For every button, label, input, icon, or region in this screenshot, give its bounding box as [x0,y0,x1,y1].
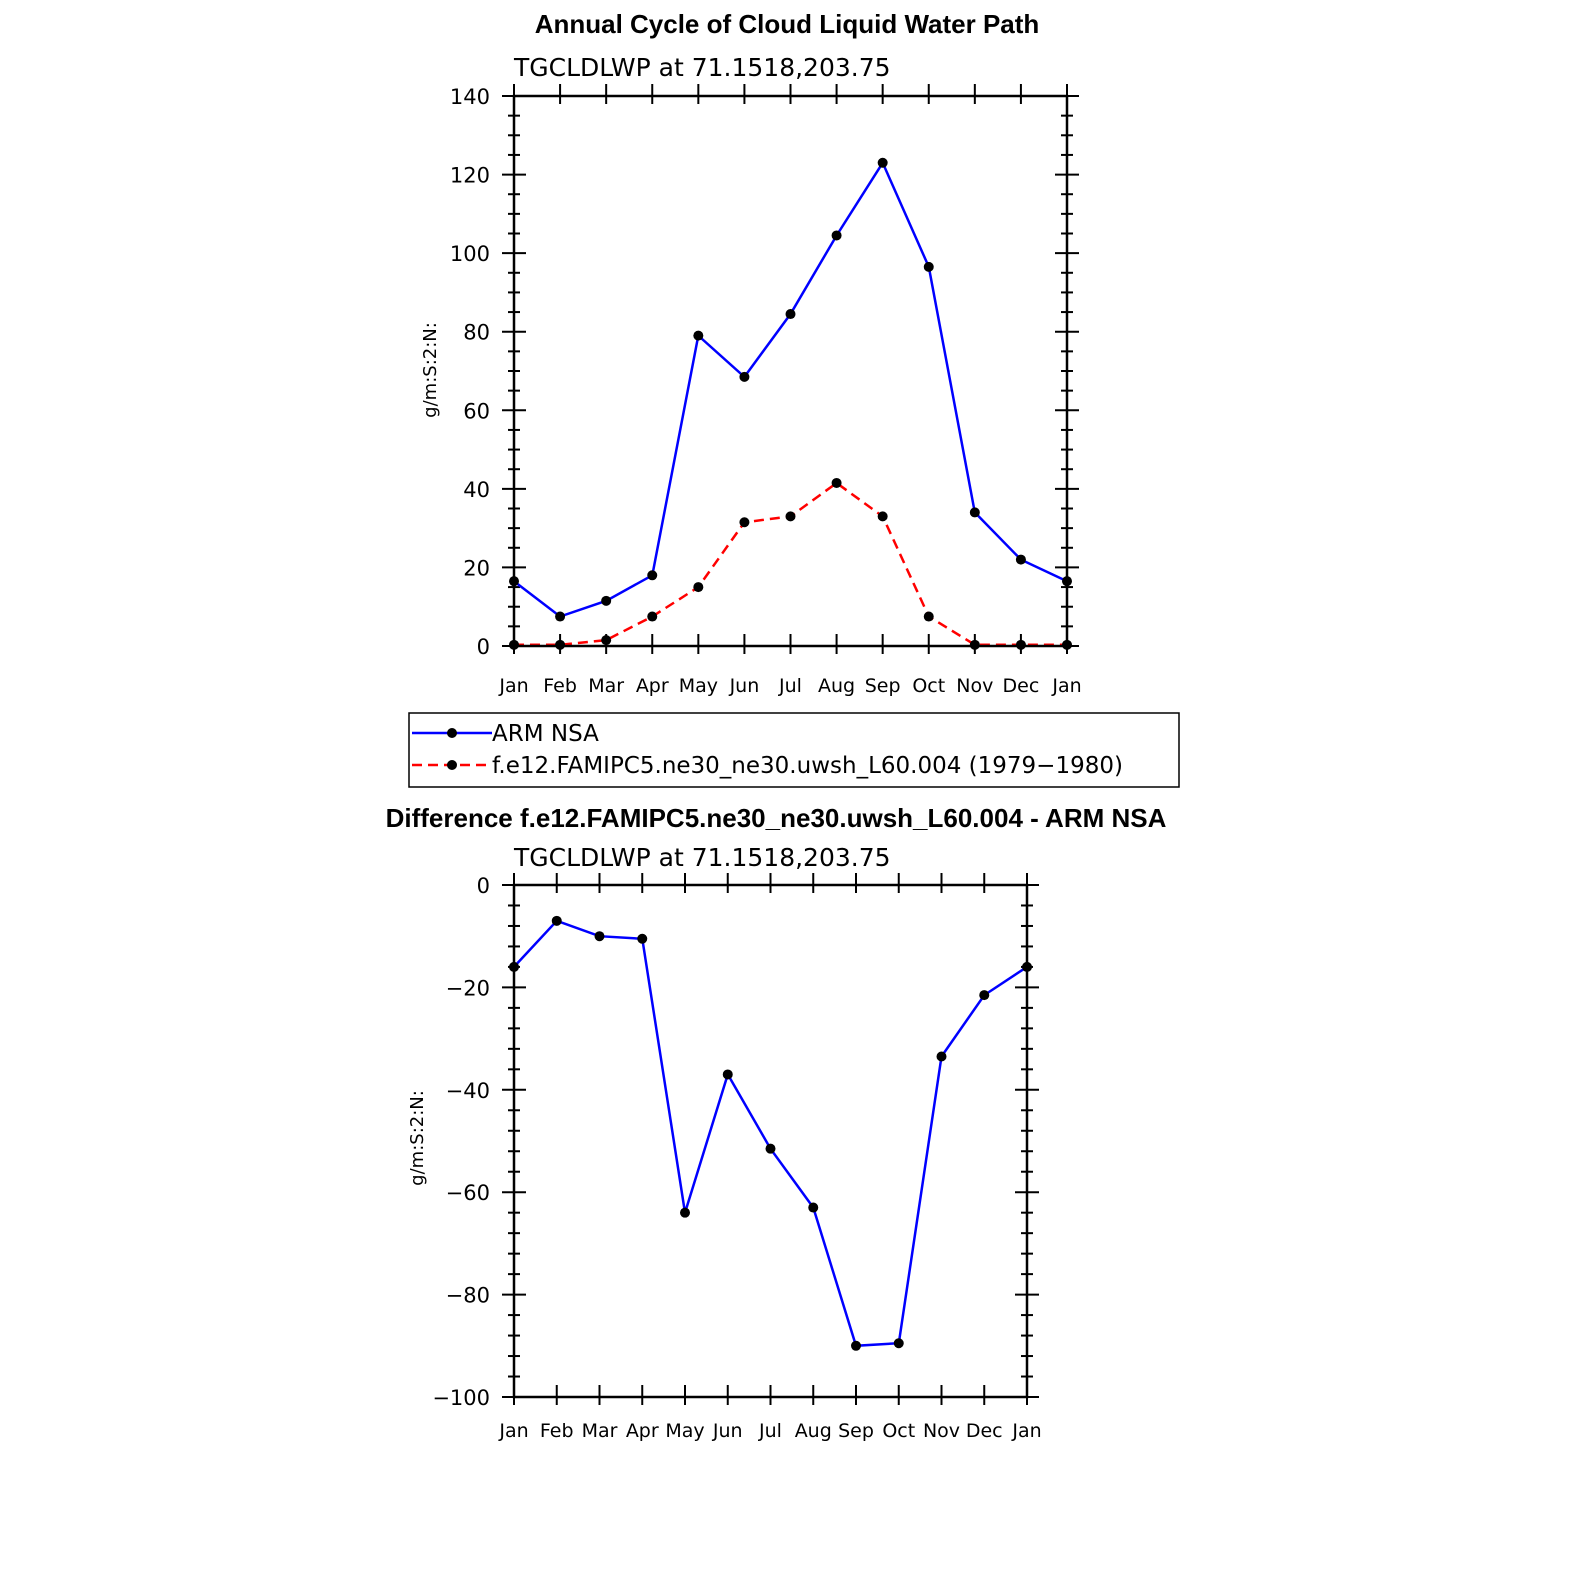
chart1-series-0-point [693,330,704,341]
chart1-xtick-label: Feb [543,675,577,697]
legend-box [408,712,1180,788]
chart1-ytick-label: 140 [450,85,490,109]
chart1-series-1-line [514,481,1067,647]
chart2-series-group [509,915,1032,1351]
chart2-ytick-label: −20 [446,976,490,1000]
chart2-xtick-label: Aug [795,1420,832,1442]
chart1-series-1-point [923,611,934,622]
chart1-xtick-label: Jan [1051,675,1081,697]
chart1-series-0-point [601,595,612,606]
chart1-ytick-label: 100 [450,242,490,266]
chart2-xtick-label: May [665,1420,704,1442]
chart2-subtitle: TGCLDLWP at 71.1518,203.75 [513,843,891,872]
chart1-series-1-point [693,582,704,593]
chart2-series-0-point [851,1340,861,1351]
chart1-xtick-label: Oct [912,675,945,697]
chart2-xtick-label: Sep [838,1420,874,1442]
chart1-xtick-label: Nov [956,675,993,697]
chart2-xtick-label: Jan [498,1420,528,1442]
legend-marker-model [447,760,457,770]
chart2-ytick-label: −100 [432,1386,490,1410]
chart2-series-0-point [765,1143,776,1154]
chart1-xtick-label: Jun [729,675,760,697]
chart2-xtick-label: Feb [540,1420,574,1442]
chart1-series-0-point [785,309,796,320]
chart1-xtick-label: Apr [636,675,669,697]
chart2-series-0-point [979,990,990,1001]
chart1-xtick-label: Jan [498,675,528,697]
chart1-axes: Jan Feb Mar Apr May Jun Jul Aug Sep Oct Nov Dec Jan 0… [450,84,1082,697]
chart1-ytick-label: 0 [477,635,490,659]
chart1-series-1-point [601,635,612,646]
chart2-ytick-label: −80 [446,1284,490,1308]
chart2-series-0-point [594,931,605,942]
chart1-ytick-label: 40 [463,478,490,502]
chart1-series-0-point [969,507,980,518]
chart2-series-0-line [513,919,1028,1348]
chart2-xtick-label: Jun [712,1420,743,1442]
chart2-xtick-label: Oct [882,1420,915,1442]
chart1-series-0-point [647,570,658,581]
chart1-xtick-label: Aug [818,675,855,697]
chart2-ylabel: g/m:S:2:N: [407,1090,428,1186]
chart2-xtick-label: Jan [1011,1420,1041,1442]
chart1-ytick-label: 120 [450,164,490,188]
chart1-xtick-label: Dec [1003,675,1040,697]
chart1-xtick-label: Sep [865,675,901,697]
legend-marker-arm [447,728,457,738]
legend-label-model: f.e12.FAMIPC5.ne30_ne30.uwsh_L60.004 (19… [492,753,1123,779]
chart1-xtick-label: May [679,675,718,697]
chart2-xtick-label: Jul [758,1420,782,1442]
chart2-series-0-point [722,1069,733,1080]
chart1-series-1-point [831,477,842,488]
chart2-axes: Jan Feb Mar Apr May Jun Jul Aug Sep Oct Nov Dec Jan−… [432,873,1042,1442]
chart1-series-0-point [877,157,888,168]
legend-label-arm: ARM NSA [492,721,599,747]
chart1-series-1-point [877,511,888,522]
chart2-ytick-label: −60 [446,1181,490,1205]
chart1-ytick-label: 80 [463,321,490,345]
chart2-xtick-label: Nov [923,1420,960,1442]
chart2-series-0-point [893,1338,904,1349]
chart1-xtick-label: Jul [778,675,802,697]
chart1-frame [512,94,1069,648]
chart1-series-1-point [647,611,658,622]
chart2-series-0-point [808,1202,819,1213]
chart1-xtick-label: Mar [588,675,624,697]
chart1-series-1-point [739,517,750,528]
chart1-series-0-line [513,160,1068,618]
chart2-series-0-point [680,1207,690,1218]
chart2-title: Difference f.e12.FAMIPC5.ne30_ne30.uwsh_… [386,803,1167,833]
chart1-ytick-label: 20 [463,556,490,580]
chart1-series-0-point [555,611,566,622]
chart2-series-0-point [551,915,562,926]
chart1-subtitle: TGCLDLWP at 71.1518,203.75 [513,53,891,82]
chart1-series-0-point [1015,554,1026,565]
legend: ARM NSA f.e12.FAMIPC5.ne30_ne30.uwsh_L60… [408,712,1180,788]
chart1-title: Annual Cycle of Cloud Liquid Water Path [535,9,1040,39]
chart2-xtick-label: Mar [582,1420,618,1442]
chart1-series-group [509,157,1072,650]
chart2-ytick-label: 0 [477,874,490,898]
chart1-series-0-point [739,371,750,382]
chart1-series-0-point [923,261,934,272]
chart2-frame [512,883,1029,1399]
chart2-xtick-label: Apr [626,1420,659,1442]
chart1-ylabel: g/m:S:2:N: [420,322,441,418]
chart1-ytick-label: 60 [463,399,490,423]
chart1-series-1-point [785,511,796,522]
chart2-ytick-label: −40 [446,1079,490,1103]
chart2-series-0-point [637,933,648,944]
chart1-series-0-point [831,230,842,241]
chart2-series-0-point [936,1051,947,1062]
chart2-xtick-label: Dec [966,1420,1003,1442]
